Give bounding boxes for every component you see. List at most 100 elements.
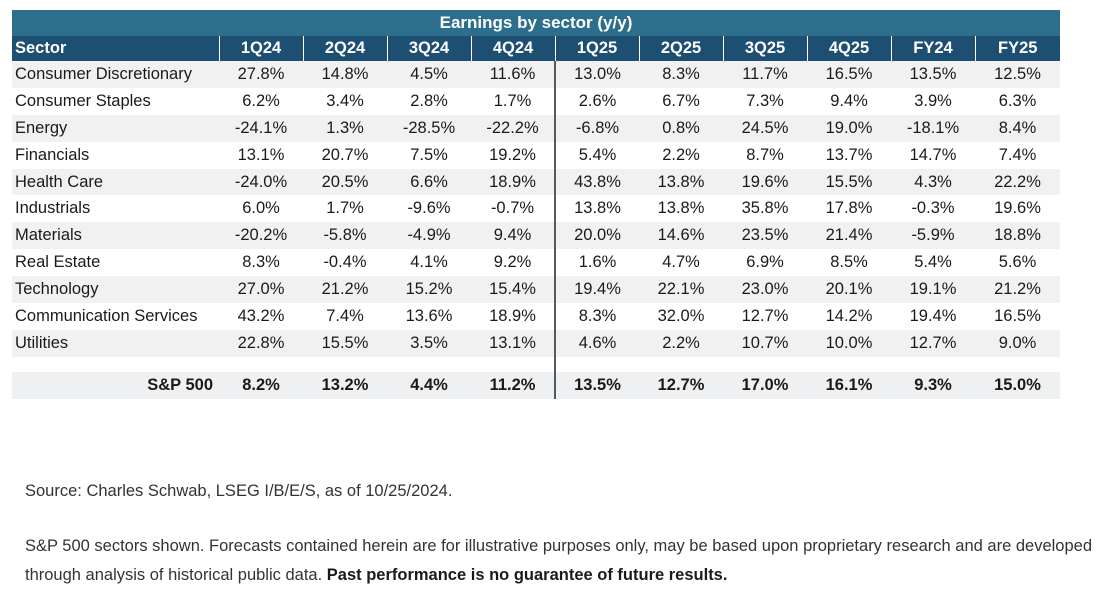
value-cell: 13.1%	[219, 141, 303, 169]
table-row: Communication Services 43.2% 7.4% 13.6% 18.9…	[12, 303, 1060, 330]
value-cell: 18.9%	[471, 168, 555, 196]
table-row: Technology 27.0% 21.2% 15.2% 15.4% 19.4% 22.1%…	[12, 276, 1060, 304]
value-cell: 4.6%	[554, 329, 639, 357]
value-cell: 22.8%	[219, 329, 303, 357]
value-cell: 43.8%	[554, 168, 639, 196]
value-cell: 13.5%	[891, 61, 975, 88]
value-cell: 7.4%	[303, 303, 387, 330]
value-cell: 21.2%	[303, 276, 387, 304]
row-spacer	[12, 356, 1060, 372]
value-cell: -5.9%	[891, 222, 975, 250]
header-3q25: 3Q25	[722, 36, 807, 61]
value-cell: 20.1%	[807, 276, 891, 304]
value-cell: 6.6%	[387, 168, 471, 196]
value-cell: 20.5%	[303, 168, 387, 196]
header-2q25: 2Q25	[638, 36, 723, 61]
value-cell: 2.8%	[387, 87, 471, 115]
value-cell: 6.9%	[723, 249, 807, 277]
spacer-cell	[471, 356, 555, 372]
header-fy25: FY25	[974, 36, 1060, 61]
value-cell: 17.0%	[723, 371, 807, 399]
value-cell: 12.7%	[723, 303, 807, 330]
value-cell: 10.7%	[723, 329, 807, 357]
value-cell: 13.2%	[303, 371, 387, 399]
value-cell: 8.7%	[723, 141, 807, 169]
value-cell: 16.1%	[807, 371, 891, 399]
value-cell: 7.4%	[975, 141, 1060, 169]
value-cell: 4.4%	[387, 371, 471, 399]
value-cell: -6.8%	[554, 114, 639, 142]
value-cell: 27.0%	[219, 276, 303, 304]
header-4q25: 4Q25	[806, 36, 891, 61]
header-row: Sector 1Q24 2Q24 3Q24 4Q24 1Q25 2Q25 3Q25 4Q25 FY…	[12, 36, 1060, 61]
value-cell: 0.8%	[639, 114, 723, 142]
value-cell: 27.8%	[219, 61, 303, 88]
table-row: Utilities 22.8% 15.5% 3.5% 13.1% 4.6% 2.2% 10.7…	[12, 329, 1060, 357]
value-cell: 3.9%	[891, 87, 975, 115]
table-title: Earnings by sector (y/y)	[12, 10, 1060, 36]
table-row: Financials 13.1% 20.7% 7.5% 19.2% 5.4% 2.2% 8.7…	[12, 141, 1060, 169]
sector-name: Consumer Discretionary	[12, 61, 219, 88]
value-cell: 4.7%	[639, 249, 723, 277]
value-cell: -20.2%	[219, 222, 303, 250]
value-cell: 13.8%	[639, 168, 723, 196]
table-body: Consumer Discretionary 27.8% 14.8% 4.5% 11.6…	[12, 61, 1060, 399]
value-cell: 6.2%	[219, 87, 303, 115]
value-cell: 17.8%	[807, 195, 891, 223]
sector-name: Health Care	[12, 168, 219, 196]
value-cell: 8.5%	[807, 249, 891, 277]
value-cell: -0.3%	[891, 195, 975, 223]
spacer-cell	[12, 356, 219, 372]
spacer-cell	[975, 356, 1060, 372]
earnings-table: Sector 1Q24 2Q24 3Q24 4Q24 1Q25 2Q25 3Q25 4Q25 FY…	[12, 36, 1060, 399]
total-row: S&P 500 8.2% 13.2% 4.4% 11.2% 13.5% 12.7% 17.0%…	[12, 371, 1060, 399]
value-cell: 15.5%	[807, 168, 891, 196]
value-cell: 18.9%	[471, 303, 555, 330]
disclaimer-text: S&P 500 sectors shown. Forecasts contain…	[25, 537, 1092, 584]
sector-name: Consumer Staples	[12, 87, 219, 115]
value-cell: 16.5%	[975, 303, 1060, 330]
value-cell: -5.8%	[303, 222, 387, 250]
header-fy24: FY24	[890, 36, 975, 61]
value-cell: 23.5%	[723, 222, 807, 250]
value-cell: 19.6%	[723, 168, 807, 196]
spacer-cell	[807, 356, 891, 372]
value-cell: 9.4%	[471, 222, 555, 250]
sector-name: Communication Services	[12, 303, 219, 330]
sector-name: Real Estate	[12, 249, 219, 277]
spacer-cell	[639, 356, 723, 372]
spacer-cell	[723, 356, 807, 372]
value-cell: -18.1%	[891, 114, 975, 142]
value-cell: 4.1%	[387, 249, 471, 277]
header-4q24: 4Q24	[470, 36, 555, 61]
value-cell: 9.0%	[975, 329, 1060, 357]
value-cell: 15.2%	[387, 276, 471, 304]
value-cell: 3.4%	[303, 87, 387, 115]
value-cell: 1.6%	[554, 249, 639, 277]
sector-name: Technology	[12, 276, 219, 304]
value-cell: 19.2%	[471, 141, 555, 169]
value-cell: 4.3%	[891, 168, 975, 196]
value-cell: 6.3%	[975, 87, 1060, 115]
header-2q24: 2Q24	[302, 36, 387, 61]
value-cell: 1.3%	[303, 114, 387, 142]
value-cell: 7.5%	[387, 141, 471, 169]
sector-name: Materials	[12, 222, 219, 250]
value-cell: 15.4%	[471, 276, 555, 304]
value-cell: 1.7%	[303, 195, 387, 223]
value-cell: 12.7%	[891, 329, 975, 357]
value-cell: 11.2%	[471, 371, 555, 399]
value-cell: 14.2%	[807, 303, 891, 330]
value-cell: 32.0%	[639, 303, 723, 330]
spacer-cell	[554, 356, 639, 372]
value-cell: 9.2%	[471, 249, 555, 277]
value-cell: 6.0%	[219, 195, 303, 223]
table-row: Industrials 6.0% 1.7% -9.6% -0.7% 13.8% 13.8% 3…	[12, 195, 1060, 223]
value-cell: 15.0%	[975, 371, 1060, 399]
spacer-cell	[891, 356, 975, 372]
value-cell: 21.4%	[807, 222, 891, 250]
value-cell: 19.1%	[891, 276, 975, 304]
header-1q25: 1Q25	[554, 36, 639, 61]
spacer-cell	[219, 356, 303, 372]
value-cell: 2.2%	[639, 141, 723, 169]
